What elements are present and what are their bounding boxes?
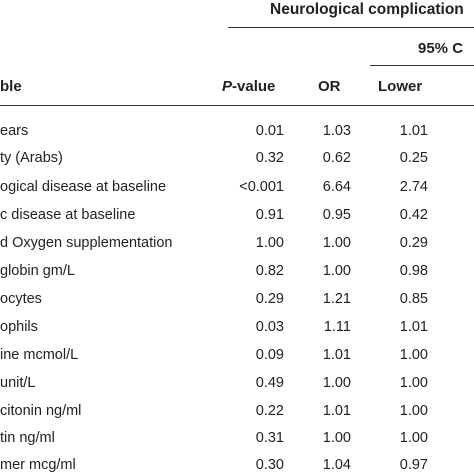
row-p-value: 0.01 xyxy=(255,123,284,139)
row-variable: ocytes xyxy=(0,291,42,307)
row-odds-ratio: 1.00 xyxy=(322,375,351,391)
row-p-value: 1.00 xyxy=(255,235,284,251)
row-ci-lower: 0.97 xyxy=(399,457,428,473)
row-p-value: 0.31 xyxy=(255,430,284,446)
ci-header-rule xyxy=(370,65,474,66)
row-variable: mer mcg/ml xyxy=(0,457,76,473)
row-variable: ine mcmol/L xyxy=(0,347,79,363)
column-header-or: OR xyxy=(318,78,341,95)
row-odds-ratio: 1.00 xyxy=(322,263,351,279)
row-odds-ratio: 1.01 xyxy=(322,347,351,363)
row-odds-ratio: 1.00 xyxy=(322,235,351,251)
row-odds-ratio: 6.64 xyxy=(322,179,351,195)
ci-header: 95% C xyxy=(418,40,464,57)
row-ci-lower: 1.00 xyxy=(399,347,428,363)
row-p-value: 0.29 xyxy=(255,291,284,307)
column-header-rule xyxy=(0,105,474,106)
row-variable: unit/L xyxy=(0,375,36,391)
row-variable: globin gm/L xyxy=(0,263,75,279)
column-header-p-value: P-value xyxy=(222,79,275,94)
row-p-value: 0.09 xyxy=(255,347,284,363)
row-odds-ratio: 1.01 xyxy=(322,403,351,419)
row-variable: citonin ng/ml xyxy=(0,403,82,419)
row-variable: tin ng/ml xyxy=(0,430,55,446)
row-p-value: 0.03 xyxy=(255,319,284,335)
row-variable: ears xyxy=(0,123,29,139)
row-p-value: <0.001 xyxy=(239,179,284,195)
row-odds-ratio: 1.21 xyxy=(322,291,351,307)
row-p-value: 0.91 xyxy=(255,207,284,223)
column-header-variable: ble xyxy=(0,78,22,95)
row-ci-lower: 1.01 xyxy=(399,319,428,335)
row-odds-ratio: 1.03 xyxy=(322,123,351,139)
row-variable: ty (Arabs) xyxy=(0,150,63,166)
row-ci-lower: 1.00 xyxy=(399,430,428,446)
row-p-value: 0.82 xyxy=(255,263,284,279)
row-p-value: 0.32 xyxy=(255,150,284,166)
row-p-value: 0.49 xyxy=(255,375,284,391)
row-ci-lower: 1.01 xyxy=(399,123,428,139)
row-variable: ogical disease at baseline xyxy=(0,179,167,195)
row-p-value: 0.30 xyxy=(255,457,284,473)
row-variable: d Oxygen supplementation xyxy=(0,235,173,251)
row-ci-lower: 2.74 xyxy=(399,179,428,195)
row-odds-ratio: 0.62 xyxy=(322,150,351,166)
p-rest: -value xyxy=(232,78,276,95)
row-p-value: 0.22 xyxy=(255,403,284,419)
row-ci-lower: 0.98 xyxy=(399,263,428,279)
group-header: Neurological complication xyxy=(270,1,464,18)
row-odds-ratio: 1.04 xyxy=(322,457,351,473)
group-header-rule xyxy=(228,27,474,28)
row-ci-lower: 1.00 xyxy=(399,375,428,391)
row-ci-lower: 0.85 xyxy=(399,291,428,307)
row-ci-lower: 0.42 xyxy=(399,207,428,223)
p-italic: P xyxy=(222,78,233,95)
row-odds-ratio: 1.11 xyxy=(323,319,351,335)
row-ci-lower: 0.29 xyxy=(399,235,428,251)
row-odds-ratio: 0.95 xyxy=(322,207,351,223)
row-ci-lower: 0.25 xyxy=(399,150,428,166)
row-variable: ophils xyxy=(0,319,38,335)
column-header-lower: Lower xyxy=(378,78,423,95)
row-odds-ratio: 1.00 xyxy=(322,430,351,446)
row-variable: c disease at baseline xyxy=(0,207,136,223)
row-ci-lower: 1.00 xyxy=(399,403,428,419)
